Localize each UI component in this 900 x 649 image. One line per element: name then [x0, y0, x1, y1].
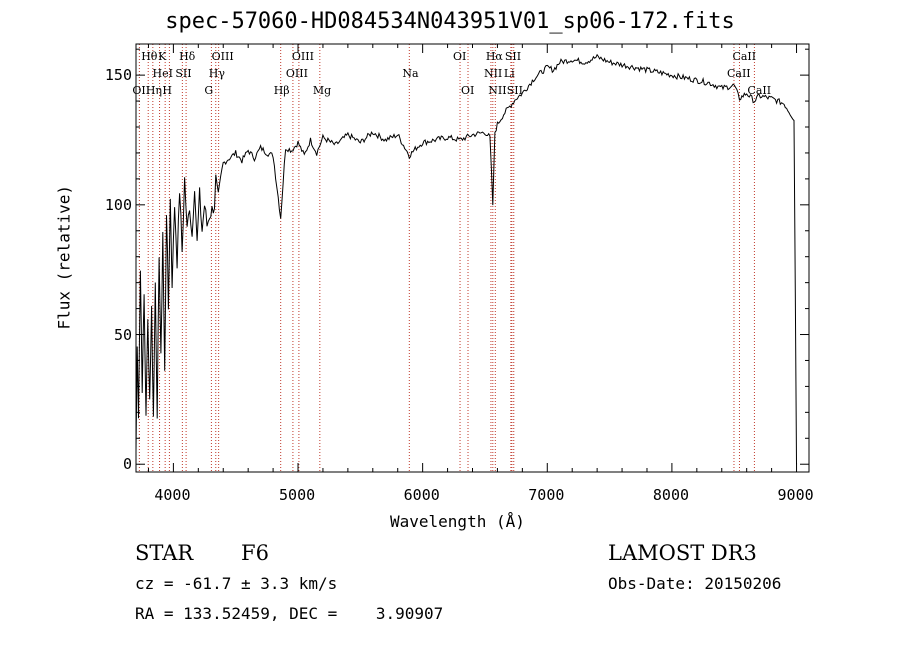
line-label-H-delta: Hδ [179, 50, 196, 63]
line-label-S-II-6731: SII [506, 84, 523, 97]
line-label-Ca-K: K [158, 50, 167, 63]
line-label-N-II-6548: NII [483, 67, 503, 80]
spectrum-line [135, 53, 797, 465]
line-label-H-theta: Hθ [141, 50, 158, 63]
x-tick-label: 9000 [777, 486, 814, 504]
obs-date: Obs-Date: 20150206 [608, 574, 782, 593]
line-label-O-III-4959: OIII [285, 67, 308, 80]
line-label-O-II-3727: OII [132, 84, 151, 97]
line-label-H-alpha: Hα [485, 50, 503, 63]
x-tick-label: 6000 [403, 486, 440, 504]
line-label-Ca-II-8662: CaII [747, 84, 772, 97]
y-tick-label: 50 [113, 325, 132, 344]
line-label-Li: Li [503, 67, 515, 80]
axis-ticks [136, 44, 809, 472]
line-label-O-I-6300: OI [453, 50, 467, 63]
line-label-N-II-6583: NII [488, 84, 507, 97]
x-tick-label: 8000 [652, 486, 690, 504]
line-label-Ca-H: H [162, 84, 172, 97]
line-label-H-eta: Hη [145, 84, 162, 97]
y-tick-label: 0 [122, 455, 132, 474]
plot-frame [135, 43, 810, 473]
x-axis-label: Wavelength (Å) [390, 512, 525, 531]
chart-title: spec-57060-HD084534N043951V01_sp06-172.f… [165, 9, 735, 34]
line-label-O-III-5007: OIII [291, 50, 314, 63]
line-label-O-III-4363: OIII [211, 50, 234, 63]
line-label-H-gamma: Hγ [208, 67, 225, 80]
survey-name: LAMOST DR3 [608, 541, 757, 565]
cz-value: cz = -61.7 ± 3.3 km/s [135, 574, 338, 593]
x-tick-label: 5000 [279, 486, 316, 504]
line-label-Ca-II-8498: CaII [726, 67, 751, 80]
line-label-Ca-II-8542: CaII [732, 50, 757, 63]
x-tick-label: 7000 [528, 486, 565, 504]
line-label-S-II-6716: SII [504, 50, 522, 63]
y-axis-label: Flux (relative) [54, 185, 74, 330]
line-label-He-I: HeI [152, 67, 173, 80]
y-tick-label: 100 [104, 195, 132, 214]
line-label-O-I-6364: OI [461, 84, 475, 97]
line-label-S-II-4072: SII [175, 67, 192, 80]
spectrum-layer [135, 53, 797, 465]
line-markers [138, 44, 755, 472]
object-class: STAR [135, 541, 194, 565]
line-label-G-band: G [204, 84, 214, 97]
subclass: F6 [241, 541, 269, 565]
y-tick-label: 150 [104, 66, 132, 85]
x-tick-label: 4000 [154, 486, 191, 504]
line-label-Na: Na [402, 67, 419, 80]
ra-dec: RA = 133.52459, DEC = 3.90907 [135, 604, 444, 623]
line-label-Mg: Mg [312, 84, 332, 97]
line-label-H-beta: Hβ [273, 84, 290, 97]
